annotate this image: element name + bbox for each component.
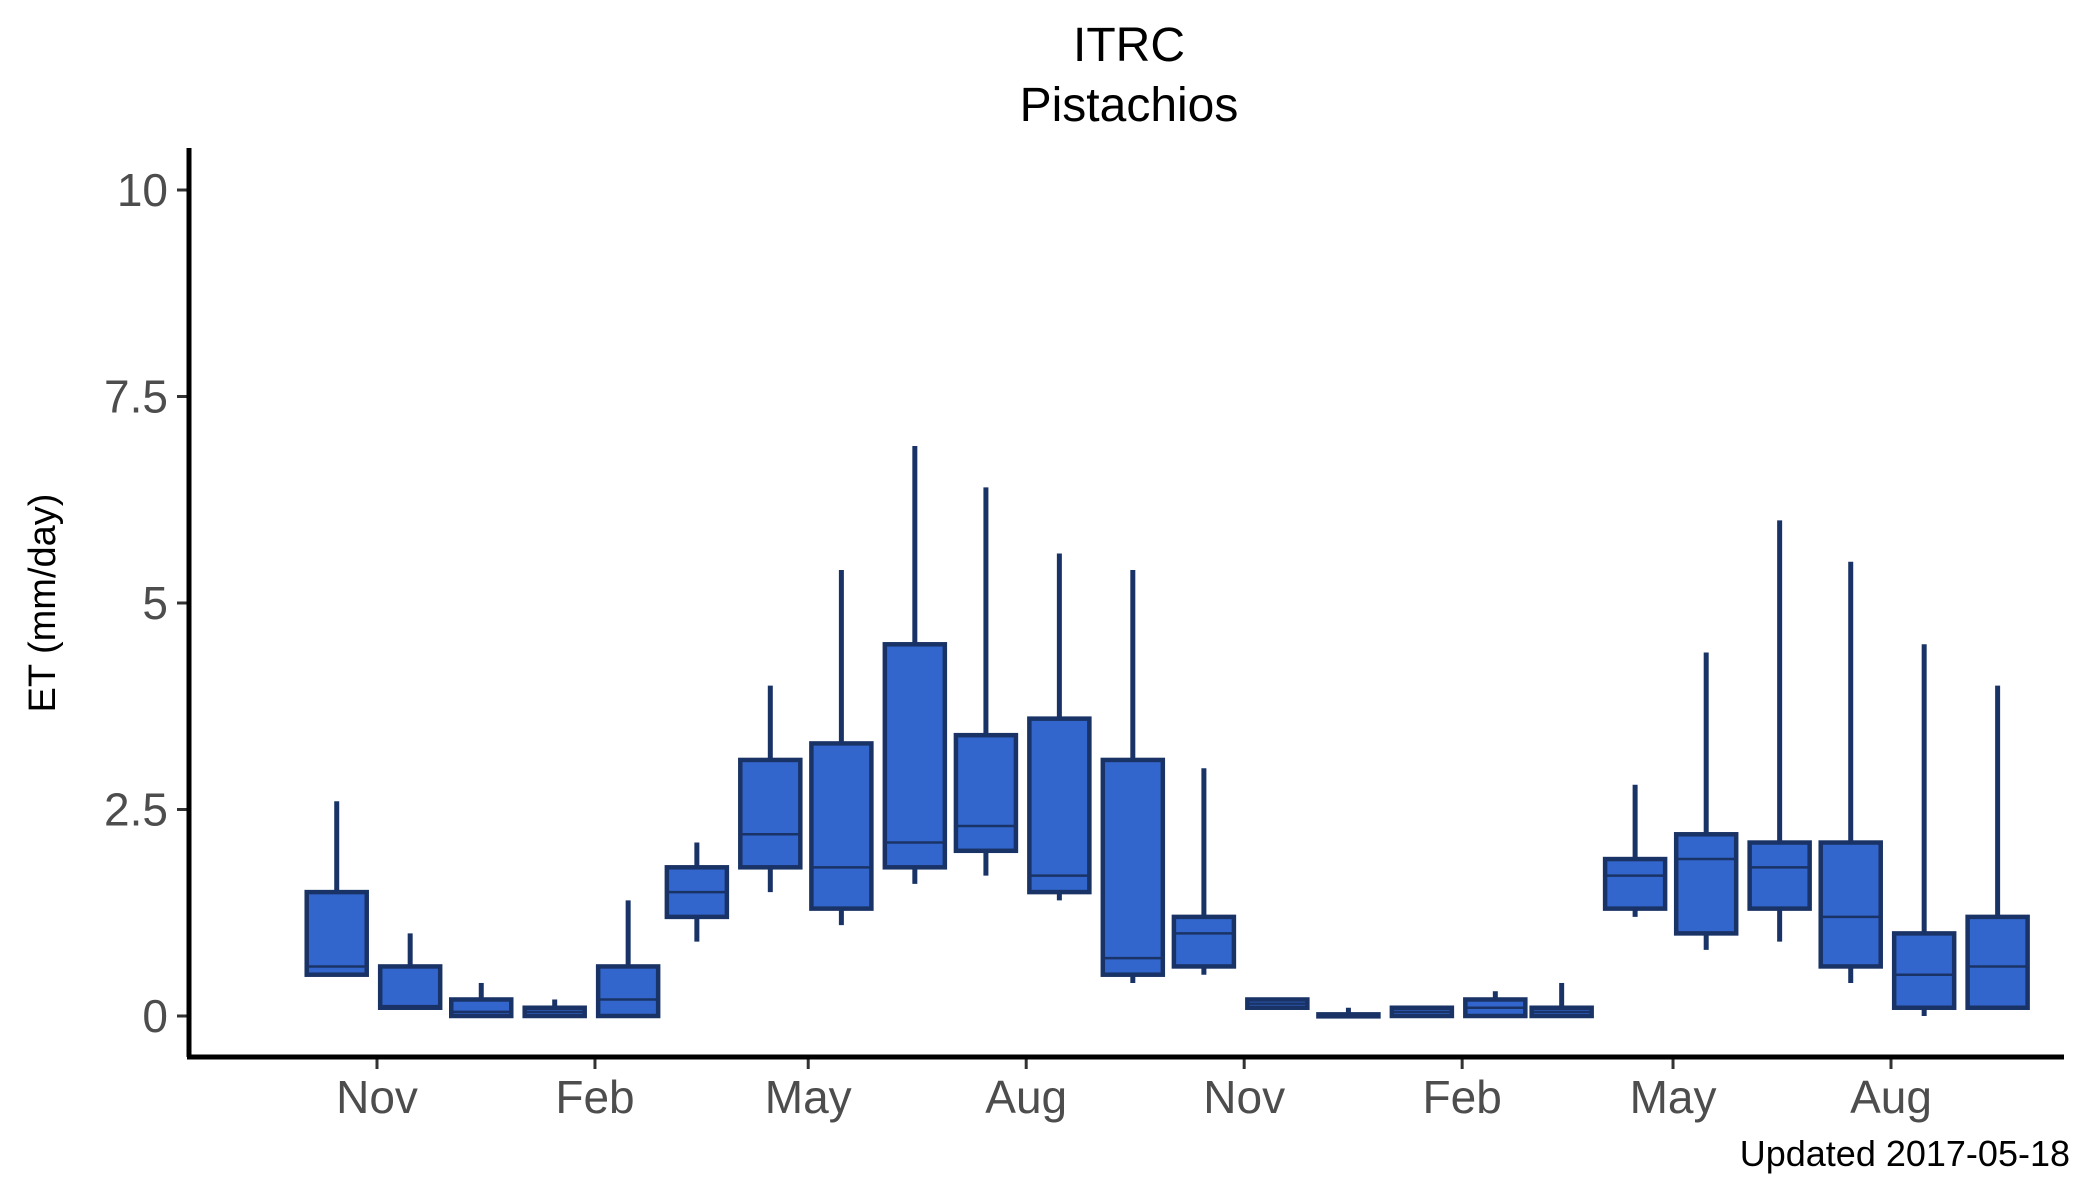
box-iqr <box>1673 832 1739 936</box>
box-2016-08 <box>1027 553 1092 901</box>
box-2017-08 <box>1891 644 1957 1016</box>
box-iqr <box>1965 914 2030 1010</box>
box-2016-12 <box>1316 1007 1381 1019</box>
box-2016-10 <box>1171 768 1237 975</box>
x-tick-label: Feb <box>555 1071 634 1123</box>
box-iqr <box>1602 856 1668 911</box>
box-2017-04 <box>1602 784 1668 917</box>
box-iqr <box>809 741 874 911</box>
box-2016-09 <box>1100 569 1166 983</box>
chart-title: ITRC <box>1073 19 1185 72</box>
y-tick-label: 10 <box>117 164 168 216</box>
x-tick-label: Aug <box>985 1071 1067 1123</box>
box-iqr <box>882 642 948 870</box>
box-2017-07 <box>1818 561 1883 983</box>
x-axis: Nov Feb May Aug Nov Feb May Aug <box>336 1057 1932 1123</box>
chart-subtitle: Pistachios <box>1020 79 1239 132</box>
box-iqr <box>304 889 369 977</box>
box-2017-02 <box>1463 991 1528 1019</box>
box-2017-01 <box>1389 1005 1455 1019</box>
plot-area <box>304 446 2030 1019</box>
box-2016-07 <box>953 487 1019 876</box>
box-iqr <box>1747 840 1812 911</box>
box-2017-09 <box>1965 685 2030 1010</box>
box-2016-11 <box>1245 997 1310 1010</box>
box-iqr <box>738 757 803 870</box>
box-iqr <box>377 964 443 1010</box>
y-tick-label: 5 <box>142 577 168 629</box>
box-iqr <box>449 997 514 1019</box>
y-tick-label: 7.5 <box>104 371 168 423</box>
y-axis-title: ET (mm/day) <box>22 494 64 713</box>
box-2016-05 <box>809 569 874 926</box>
box-iqr <box>953 732 1019 854</box>
y-tick-label: 0 <box>142 990 168 1042</box>
x-tick-label: May <box>1630 1071 1717 1123</box>
box-2017-06 <box>1747 520 1812 942</box>
box-iqr <box>1027 716 1092 895</box>
box-2016-01 <box>522 999 587 1019</box>
box-2015-10 <box>304 801 369 977</box>
box-2015-11 <box>377 933 443 1010</box>
box-iqr <box>1171 914 1237 969</box>
box-2017-05 <box>1673 652 1739 950</box>
updated-caption: Updated 2017-05-18 <box>1740 1133 2070 1174</box>
x-tick-label: Nov <box>1203 1071 1285 1123</box>
x-tick-label: Aug <box>1850 1071 1932 1123</box>
x-tick-label: May <box>765 1071 852 1123</box>
box-2016-03 <box>664 842 730 942</box>
x-tick-label: Feb <box>1423 1071 1502 1123</box>
box-2016-02 <box>595 900 661 1019</box>
y-tick-label: 2.5 <box>104 784 168 836</box>
box-iqr <box>595 964 661 1019</box>
box-iqr <box>1818 840 1883 969</box>
box-iqr <box>1100 757 1166 977</box>
box-2015-12 <box>449 982 514 1019</box>
box-2017-03 <box>1529 982 1594 1019</box>
box-2016-06 <box>882 446 948 884</box>
box-2016-04 <box>738 685 803 893</box>
y-axis: 0 2.5 5 7.5 10 <box>104 164 189 1042</box>
box-iqr <box>1891 931 1957 1010</box>
x-tick-label: Nov <box>336 1071 418 1123</box>
